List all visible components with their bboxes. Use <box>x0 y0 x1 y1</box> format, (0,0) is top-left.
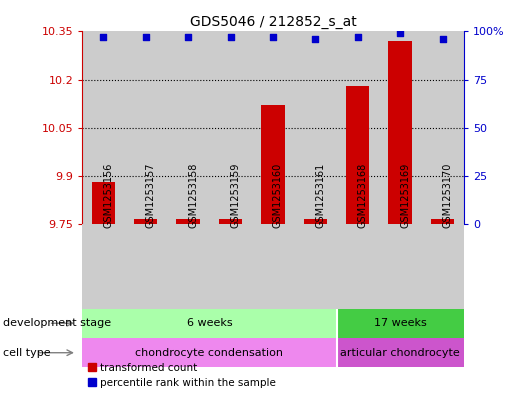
Text: GSM1253158: GSM1253158 <box>188 163 198 228</box>
Bar <box>346 86 369 224</box>
Text: development stage: development stage <box>3 318 111 328</box>
Text: GSM1253157: GSM1253157 <box>146 163 156 228</box>
Bar <box>379 224 421 309</box>
Bar <box>337 224 379 309</box>
Bar <box>176 219 200 224</box>
Point <box>226 34 235 40</box>
Bar <box>82 309 337 338</box>
Bar <box>209 31 252 224</box>
Text: GSM1253169: GSM1253169 <box>400 163 410 228</box>
Bar <box>431 219 454 224</box>
Point <box>269 34 277 40</box>
Point <box>142 34 150 40</box>
Point <box>396 30 404 37</box>
Legend: transformed count, percentile rank within the sample: transformed count, percentile rank withi… <box>87 363 276 388</box>
Bar <box>167 224 209 309</box>
Point <box>311 36 320 42</box>
Bar <box>304 219 327 224</box>
Title: GDS5046 / 212852_s_at: GDS5046 / 212852_s_at <box>190 15 356 29</box>
Text: 6 weeks: 6 weeks <box>187 318 232 328</box>
Text: 17 weeks: 17 weeks <box>374 318 427 328</box>
Text: GSM1253156: GSM1253156 <box>103 163 113 228</box>
Bar <box>294 31 337 224</box>
Bar <box>125 224 167 309</box>
Text: GSM1253159: GSM1253159 <box>231 163 241 228</box>
Bar <box>388 41 412 224</box>
Text: GSM1253160: GSM1253160 <box>273 163 283 228</box>
Bar <box>294 224 337 309</box>
Bar <box>167 31 209 224</box>
Text: GSM1253168: GSM1253168 <box>358 163 368 228</box>
Bar <box>337 309 464 338</box>
Text: cell type: cell type <box>3 348 50 358</box>
Text: GSM1253170: GSM1253170 <box>443 163 453 228</box>
Bar <box>82 338 337 367</box>
Bar <box>82 224 125 309</box>
Point <box>184 34 192 40</box>
Bar <box>125 31 167 224</box>
Point <box>354 34 362 40</box>
Bar <box>337 31 379 224</box>
Bar <box>92 182 115 224</box>
Bar <box>82 31 125 224</box>
Bar <box>252 31 294 224</box>
Point <box>438 36 447 42</box>
Bar <box>337 338 464 367</box>
Text: chondrocyte condensation: chondrocyte condensation <box>135 348 284 358</box>
Bar <box>252 224 294 309</box>
Bar <box>421 224 464 309</box>
Bar <box>379 31 421 224</box>
Text: articular chondrocyte: articular chondrocyte <box>340 348 460 358</box>
Point <box>99 34 108 40</box>
Bar <box>261 105 285 224</box>
Bar <box>209 224 252 309</box>
Bar <box>219 219 242 224</box>
Text: GSM1253161: GSM1253161 <box>315 163 325 228</box>
Bar <box>421 31 464 224</box>
Bar <box>134 219 157 224</box>
